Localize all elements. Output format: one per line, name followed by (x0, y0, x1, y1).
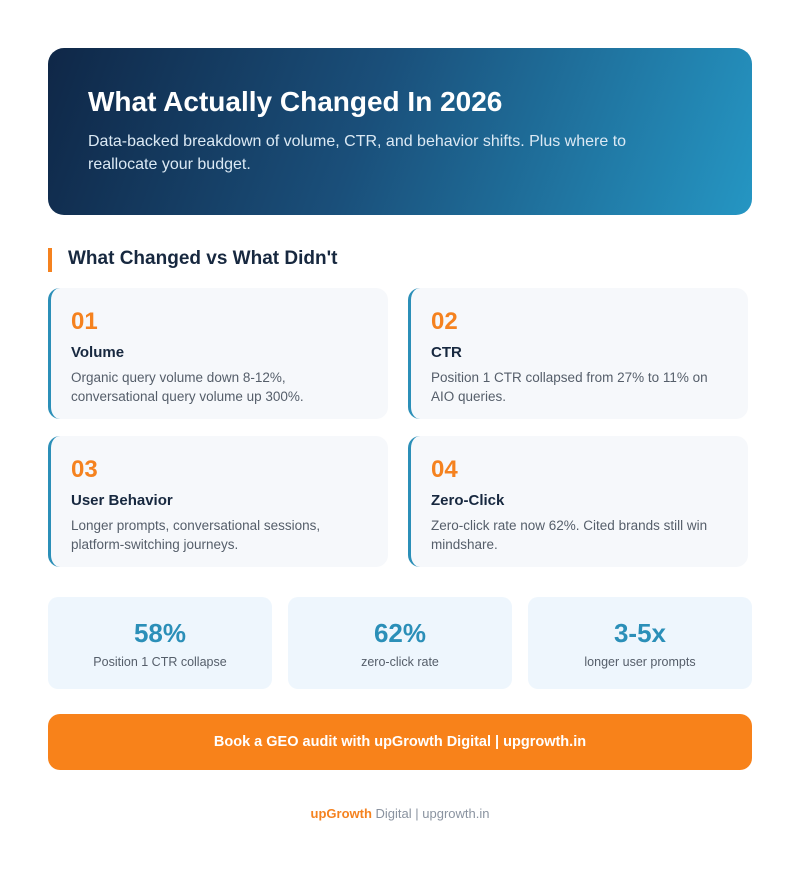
stat-card: 58% Position 1 CTR collapse (48, 597, 272, 689)
stat-value: 3-5x (613, 618, 667, 648)
card-title: CTR (431, 344, 462, 361)
footer-text: Digital | upgrowth.in (375, 806, 490, 821)
footer-brand: upGrowth (310, 806, 372, 821)
cta-button[interactable]: Book a GEO audit with upGrowth Digital |… (48, 714, 752, 770)
stat-label: Position 1 CTR collapse (93, 655, 227, 669)
feature-card: 01 Volume Organic query volume down 8-12%,… (48, 288, 388, 419)
card-number: 04 (431, 456, 458, 483)
section-accent (48, 248, 52, 272)
card-number: 01 (71, 308, 98, 335)
card-text: Longer prompts, conversational sessions,… (71, 518, 321, 552)
feature-card: 03 User Behavior Longer prompts, conversat… (48, 436, 388, 567)
stat-card: 62% zero-click rate (288, 597, 512, 689)
feature-card: 04 Zero-Click Zero-click rate now 62%. Cit… (408, 436, 748, 567)
stat-label: zero-click rate (361, 655, 439, 669)
card-text: Organic query volume down 8-12%, convers… (71, 370, 304, 404)
card-title: Volume (71, 344, 125, 361)
feature-card: 02 CTR Position 1 CTR collapsed from 27% t… (408, 288, 748, 419)
header-subtitle: Data-backed breakdown of volume, CTR, an… (88, 133, 627, 173)
stat-value: 58% (133, 618, 187, 648)
footer: upGrowth Digital | upgrowth.in (0, 806, 800, 821)
stat-value: 62% (373, 618, 427, 648)
card-title: Zero-Click (431, 492, 505, 509)
card-text: Zero-click rate now 62%. Cited brands st… (431, 518, 708, 552)
header-banner: What Actually Changed In 2026 Data-backe… (48, 48, 752, 215)
card-title: User Behavior (71, 492, 173, 509)
header-title: What Actually Changed In 2026 (88, 86, 503, 117)
stat-card: 3-5x longer user prompts (528, 597, 752, 689)
card-number: 03 (71, 456, 98, 483)
card-text: Position 1 CTR collapsed from 27% to 11%… (431, 370, 708, 404)
stat-label: longer user prompts (584, 655, 696, 669)
section-title: What Changed vs What Didn't (68, 248, 338, 269)
card-number: 02 (431, 308, 458, 335)
